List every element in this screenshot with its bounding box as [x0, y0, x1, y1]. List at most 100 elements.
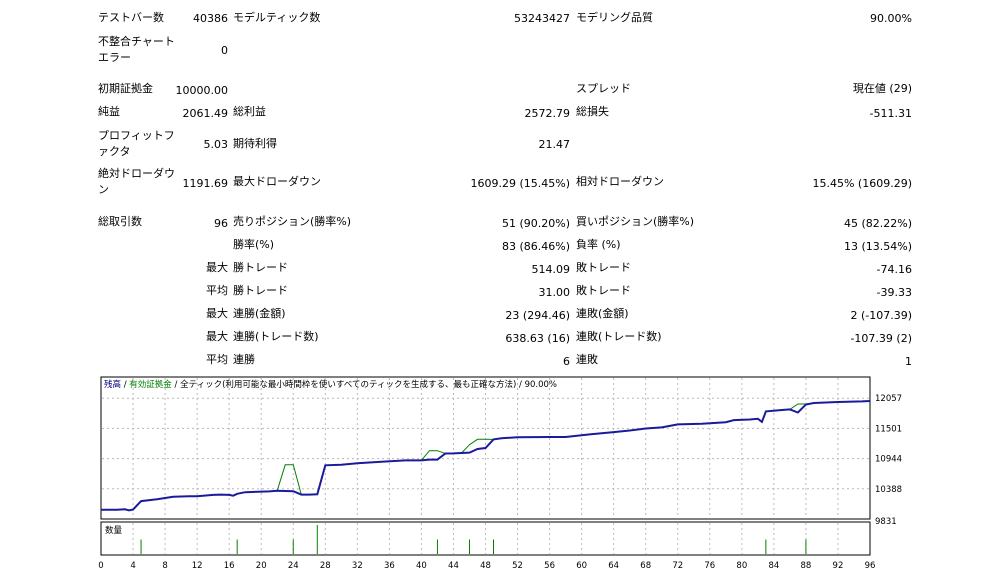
volume-plot-frame: [100, 521, 871, 556]
largest-prefix: 最大: [206, 261, 228, 274]
deposit-value: 10000.00: [175, 84, 229, 97]
max-consecutive-prefix: 最大: [206, 307, 228, 320]
max-consecutive-profit-value: 638.63 (16): [505, 332, 570, 345]
average-win-value: 31.00: [538, 286, 571, 299]
x-tick-label: 40: [416, 561, 427, 571]
absolute-drawdown-value: 1191.69: [182, 177, 229, 190]
maximal-drawdown-label: 最大ドローダウン: [233, 175, 321, 188]
max-consecutive-loss-count-label: 連敗(トレード数): [576, 330, 662, 343]
profit-factor-label: プロフィットファクタ: [98, 129, 175, 158]
legend-balance: 残高: [104, 380, 122, 390]
ticks-label: モデルティック数: [233, 11, 321, 24]
legend-quality: 90.00%: [524, 380, 557, 390]
average-consecutive-wins-value: 6: [563, 355, 570, 368]
x-tick-label: 28: [320, 561, 331, 571]
largest-win-value: 514.09: [531, 263, 571, 276]
x-tick-label: 80: [736, 561, 747, 571]
x-tick-label: 20: [256, 561, 267, 571]
expected-payoff-label: 期待利得: [233, 137, 277, 150]
x-tick-label: 4: [130, 561, 135, 571]
y-tick-label: 10388: [875, 485, 902, 495]
absolute-drawdown-label: 絶対ドローダウン: [98, 167, 175, 196]
max-consecutive-profit-label: 連勝(トレード数): [233, 330, 319, 343]
legend-equity: 有効証拠金: [129, 380, 172, 390]
x-tick-label: 92: [833, 561, 844, 571]
x-tick-label: 56: [544, 561, 555, 571]
x-tick-label: 60: [576, 561, 587, 571]
long-positions-value: 45 (82.22%): [843, 217, 912, 230]
long-positions-label: 買いポジション(勝率%): [576, 215, 695, 228]
x-tick-label: 52: [512, 561, 523, 571]
short-positions-label: 売りポジション(勝率%): [233, 215, 352, 228]
relative-drawdown-label: 相対ドローダウン: [576, 175, 664, 188]
loss-rate-label: 負率 (%): [576, 238, 621, 251]
average-consecutive-wins-label: 連勝: [233, 353, 255, 366]
gross-profit-label: 総利益: [233, 105, 266, 118]
balance-line: [101, 400, 871, 512]
mismatch-value: 0: [221, 44, 228, 57]
legend-tick-model: 全ティック(利用可能な最小時間枠を使いすべてのティックを生成する、最も正確な方法…: [180, 380, 517, 390]
loss-rate-value: 13 (13.54%): [843, 240, 912, 253]
y-tick-label: 12057: [875, 394, 902, 404]
max-consecutive-wins-value: 23 (294.46): [505, 309, 570, 322]
total-trades-value: 96: [214, 217, 228, 230]
max-consecutive-losses-label: 連敗(金額): [576, 307, 629, 320]
deposit-label: 初期証拠金: [98, 82, 153, 95]
y-tick-label: 11501: [875, 424, 902, 434]
profit-factor-value: 5.03: [203, 138, 229, 151]
x-tick-label: 44: [448, 561, 459, 571]
x-tick-label: 96: [865, 561, 876, 571]
y-tick-label: 10944: [875, 455, 902, 465]
x-tick-label: 16: [224, 561, 235, 571]
x-tick-label: 32: [352, 561, 363, 571]
x-tick-label: 64: [608, 561, 619, 571]
largest-win-label: 勝トレード: [233, 261, 288, 274]
quality-label: モデリング品質: [576, 11, 653, 24]
x-tick-label: 36: [384, 561, 395, 571]
legend-separator: /: [174, 380, 178, 390]
x-tick-label: 24: [288, 561, 299, 571]
ticks-value: 53243427: [514, 12, 570, 25]
gross-loss-value: -511.31: [869, 107, 912, 120]
legend-separator: /: [518, 380, 522, 390]
x-tick-label: 0: [98, 561, 103, 571]
maximal-drawdown-value: 1609.29 (15.45%): [470, 177, 570, 190]
average-loss-label: 敗トレード: [576, 284, 631, 297]
quality-value: 90.00%: [870, 12, 912, 25]
average-loss-value: -39.33: [876, 286, 912, 299]
balance-chart: 残高 / 有効証拠金 / 全ティック(利用可能な最小時間枠を使いすべてのティック…: [98, 376, 978, 578]
max-consecutive-loss-count-value: -107.39 (2): [850, 332, 912, 345]
average-prefix: 平均: [206, 284, 228, 297]
largest-loss-label: 敗トレード: [576, 261, 631, 274]
gross-profit-value: 2572.79: [524, 107, 571, 120]
max-consecutive-wins-label: 連勝(金額): [233, 307, 286, 320]
relative-drawdown-value: 15.45% (1609.29): [812, 177, 912, 190]
bars-label: テストバー数: [98, 11, 164, 24]
x-tick-label: 72: [672, 561, 683, 571]
largest-loss-value: -74.16: [876, 263, 912, 276]
max-consecutive-count-prefix: 最大: [206, 330, 228, 343]
mismatch-label: 不整合チャートエラー: [98, 35, 175, 64]
x-tick-label: 48: [480, 561, 491, 571]
x-tick-label: 84: [768, 561, 779, 571]
main-plot-frame: [100, 376, 871, 520]
x-tick-label: 68: [640, 561, 651, 571]
x-tick-label: 76: [704, 561, 715, 571]
max-consecutive-losses-value: 2 (-107.39): [850, 309, 912, 322]
average-consecutive-losses-label: 連敗: [576, 353, 598, 366]
spread-value: 現在値 (29): [852, 82, 912, 95]
win-rate-label: 勝率(%): [233, 238, 275, 251]
short-positions-value: 51 (90.20%): [501, 217, 570, 230]
spread-label: スプレッド: [576, 82, 631, 95]
win-rate-value: 83 (86.46%): [501, 240, 570, 253]
total-trades-label: 総取引数: [98, 215, 142, 228]
volume-label: 数量: [105, 526, 123, 536]
average-win-label: 勝トレード: [233, 284, 288, 297]
average-consecutive-losses-value: 1: [905, 355, 912, 368]
report-summary: テストバー数 40386 モデルティック数 53243427 モデリング品質 9…: [98, 11, 912, 368]
gross-loss-label: 総損失: [576, 105, 609, 118]
bars-value: 40386: [193, 12, 228, 25]
x-tick-label: 8: [162, 561, 167, 571]
legend-separator: /: [123, 380, 127, 390]
average-consecutive-prefix: 平均: [206, 353, 228, 366]
